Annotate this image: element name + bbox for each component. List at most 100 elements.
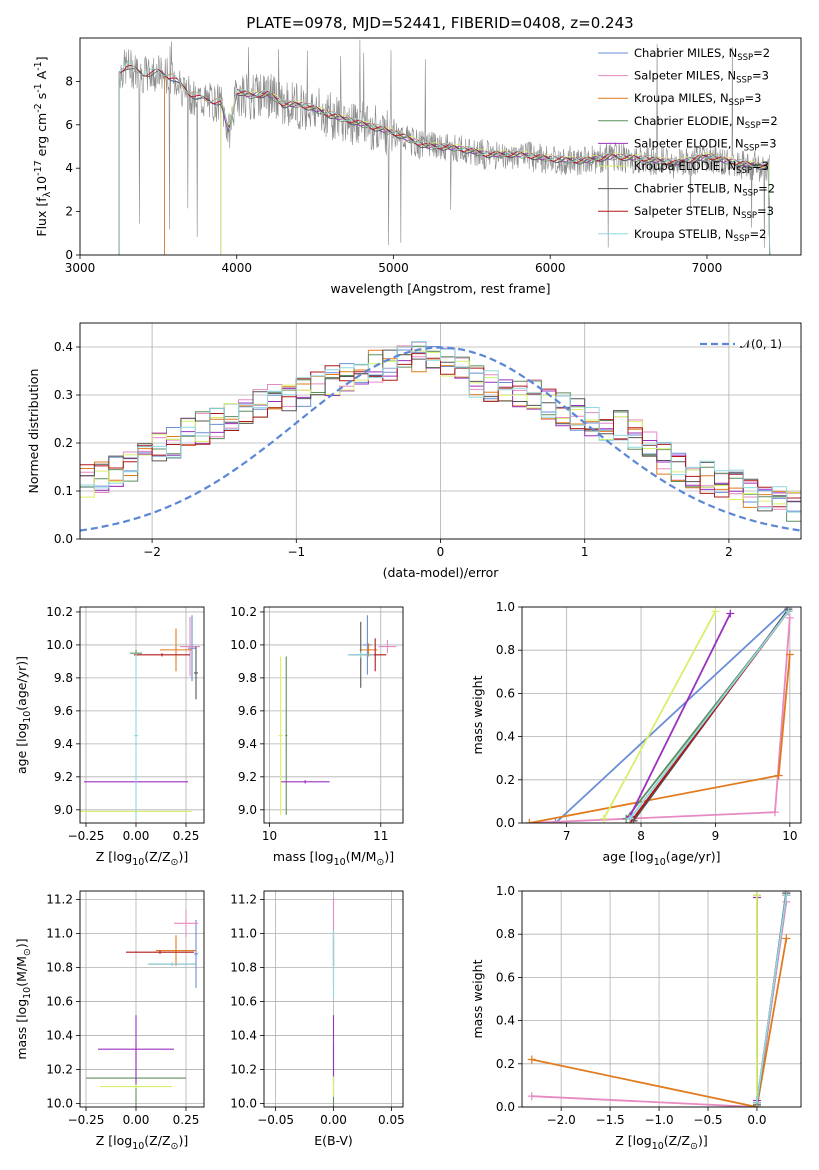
- y-tick-label: 0.1: [54, 484, 73, 498]
- label-fragment: -1: [33, 61, 44, 70]
- panel-residuals: −2 −1 0 1 2 0.0 0.1 0.2 0.3 0.4 (data-model)/error…: [26, 322, 802, 580]
- x-tick-label: −0.05: [257, 1113, 294, 1127]
- y-tick-label: 0.2: [496, 1057, 515, 1071]
- plot-area: [80, 615, 200, 819]
- x-tick-label: 2: [725, 545, 733, 559]
- legend-label: Kroupa MILES, NSSP=3: [634, 91, 761, 108]
- y-tick-label: 10.8: [230, 961, 257, 975]
- y-tick-label: 0.4: [54, 340, 73, 354]
- label-fragment: age [log: [603, 849, 654, 864]
- label-fragment: Normed distribution: [26, 369, 41, 494]
- legend-sub: SSP: [741, 211, 757, 221]
- label-fragment: Z [log: [96, 1133, 132, 1148]
- label-fragment: (: [144, 849, 149, 864]
- y-tick-label: 0.0: [496, 816, 515, 830]
- y-tick-label: 9.8: [238, 671, 257, 685]
- x-tick-label: −1: [287, 545, 305, 559]
- legend-name: Chabrier MILES, N: [634, 46, 737, 60]
- label-fragment: 10: [132, 857, 144, 868]
- label-fragment: ): [384, 849, 389, 864]
- legend-suffix: =3: [752, 69, 769, 83]
- y-tick-label: 9.6: [54, 704, 73, 718]
- model-line-kroupa_stelib: [118, 62, 771, 255]
- legend-label: Salpeter STELIB, NSSP=3: [634, 204, 774, 221]
- axes-frame: [79, 890, 205, 1108]
- legend-suffix: =2: [749, 227, 766, 241]
- label-fragment: A: [34, 70, 49, 79]
- panel-mass_vs_EBV: −0.05 0.00 0.05 10.0 10.2 10.4 10.6 10.8 11.0 11.…: [230, 890, 405, 1148]
- x-tick-label: 0.00: [123, 829, 150, 843]
- legend-label: Salpeter MILES, NSSP=3: [634, 69, 769, 86]
- histogram-salpeter_stelib: [80, 353, 801, 508]
- y-axis-label: mass weight: [470, 959, 485, 1038]
- y-axis-label: Flux [fλ10-17 erg cm-2 s-1 A-1]: [33, 56, 53, 236]
- legend-suffix: =2: [753, 46, 770, 60]
- label-fragment: Z [log: [96, 849, 132, 864]
- label-fragment: (: [14, 706, 29, 711]
- label-fragment: Z/Z: [669, 1133, 690, 1148]
- legend-sub: SSP: [737, 53, 753, 63]
- x-tick-label: 0.00: [123, 1113, 150, 1127]
- legend-sub: SSP: [729, 98, 745, 108]
- weight-line-kroupa_miles: [531, 938, 788, 1107]
- x-tick-label: 11: [373, 829, 388, 843]
- y-axis-label: mass [log10(M/M⊙)]: [14, 938, 33, 1059]
- label-fragment: ]: [389, 849, 394, 864]
- weight-marker-kroupa_miles: [774, 771, 783, 780]
- label-fragment: 10: [132, 1141, 144, 1152]
- x-axis-label: Z [log10(Z/Z⊙)]: [96, 1133, 189, 1152]
- weight-marker-kroupa_miles: [782, 934, 791, 943]
- weight-marker-kroupa_stelib: [782, 891, 791, 900]
- label-fragment: ]: [183, 849, 188, 864]
- label-fragment: (: [346, 849, 351, 864]
- y-tick-label: 2: [65, 205, 73, 219]
- weight-line-kroupa_stelib: [629, 610, 790, 820]
- y-tick-label: 11.2: [46, 893, 73, 907]
- label-fragment: age/yr)]: [14, 656, 29, 706]
- y-tick-label: 0: [65, 248, 73, 262]
- label-fragment: ): [178, 1133, 183, 1148]
- label-fragment: (: [666, 849, 671, 864]
- legend-name: Salpeter STELIB, N: [634, 204, 741, 218]
- x-tick-label: 10: [262, 829, 277, 843]
- x-tick-label: 9: [712, 829, 720, 843]
- label-fragment: (: [144, 1133, 149, 1148]
- x-axis-label: Z [log10(Z/Z⊙)]: [96, 849, 189, 868]
- legend-label: Chabrier MILES, NSSP=2: [634, 46, 770, 63]
- label-fragment: 10: [334, 857, 346, 868]
- x-tick-label: 5000: [378, 261, 409, 275]
- x-tick-label: 0.25: [173, 1113, 200, 1127]
- y-tick-label: 9.2: [238, 770, 257, 784]
- weight-marker-kroupa_stelib: [752, 1098, 761, 1107]
- x-tick-label: 10: [782, 829, 797, 843]
- weight-line-salpeter_miles: [529, 617, 791, 823]
- legend-sub: SSP: [744, 143, 760, 153]
- x-axis-label: Z [log10(Z/Z⊙)]: [615, 1133, 708, 1152]
- label-fragment: ]: [703, 1133, 708, 1148]
- x-tick-label: 7: [563, 829, 571, 843]
- weight-marker-kroupa_miles: [525, 819, 534, 823]
- legend-label: Salpeter ELODIE, NSSP=3: [634, 136, 777, 153]
- y-tick-label: 0.0: [54, 532, 73, 546]
- legend-sub: SSP: [734, 234, 750, 244]
- label-fragment: (data-model)/error: [383, 565, 500, 580]
- weight-marker-kroupa_miles: [785, 650, 794, 659]
- y-tick-label: 0.2: [496, 773, 515, 787]
- weight-marker-salpeter_miles: [527, 1092, 536, 1101]
- y-tick-label: 10.8: [46, 961, 73, 975]
- y-tick-label: 0.4: [496, 1014, 515, 1028]
- y-tick-label: 0.0: [496, 1100, 515, 1114]
- legend-sub: SSP: [736, 76, 752, 86]
- weight-marker-salpeter_miles: [770, 808, 779, 817]
- weight-marker-kroupa_elodie: [752, 891, 761, 900]
- y-tick-label: 0.2: [54, 436, 73, 450]
- label-fragment: -2: [33, 103, 44, 112]
- label-fragment: age [log: [14, 723, 29, 774]
- y-axis-label: mass weight: [470, 675, 485, 754]
- legend-label: 𝒩(0, 1): [740, 337, 782, 351]
- y-tick-label: 9.8: [54, 671, 73, 685]
- x-tick-label: −0.25: [68, 1113, 105, 1127]
- x-tick-label: 3000: [65, 261, 96, 275]
- panel-age_vs_Z: −0.25 0.00 0.25 9.0 9.2 9.4 9.6 9.8 10.0 10.2 Z [l…: [14, 605, 205, 868]
- label-fragment: ): [698, 1133, 703, 1148]
